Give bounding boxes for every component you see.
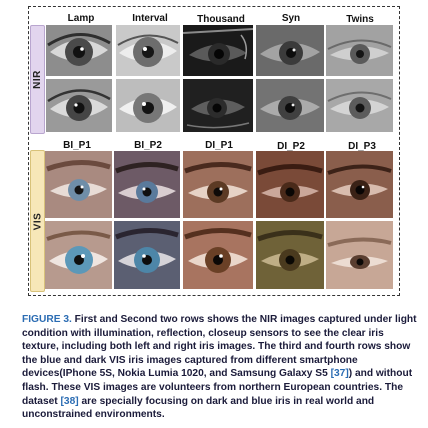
vis-header-di-p3: DI_P3 bbox=[348, 141, 376, 152]
nir-header-interval: Interval bbox=[132, 13, 168, 24]
nir-header-lamp: Lamp bbox=[67, 13, 95, 24]
nir-header-twins: Twins bbox=[346, 14, 374, 25]
nir-header-syn: Syn bbox=[281, 13, 301, 24]
vis-di-p2-eye-image-1 bbox=[256, 151, 324, 218]
nir-thousand-eye-image-2 bbox=[183, 79, 253, 132]
figure-frame bbox=[28, 6, 400, 296]
vis-di-p1-eye-image-2 bbox=[183, 221, 253, 289]
nir-syn-eye-image-1 bbox=[256, 25, 324, 76]
vis-header-bi-p1: BI_P1 bbox=[63, 140, 91, 151]
vis-di-p3-eye-image-2 bbox=[326, 221, 393, 289]
vis-header-di-p1: DI_P1 bbox=[205, 140, 233, 151]
nir-twins-eye-image-2 bbox=[326, 79, 393, 132]
vis-bi-p1-eye-image-1 bbox=[45, 151, 112, 218]
nir-interval-eye-image-1 bbox=[116, 25, 180, 76]
caption-text-1: First and Second two rows shows the NIR … bbox=[22, 314, 417, 380]
vis-di-p3-eye-image-1 bbox=[326, 151, 393, 218]
vis-row-label: VIS bbox=[30, 150, 45, 292]
nir-interval-eye-image-2 bbox=[116, 79, 180, 132]
vis-label-text: VIS bbox=[32, 212, 43, 230]
vis-di-p1-eye-image-1 bbox=[183, 151, 253, 218]
vis-bi-p2-eye-image-1 bbox=[114, 151, 180, 218]
nir-row-label: NIR bbox=[30, 25, 45, 134]
nir-thousand-eye-image-1 bbox=[183, 25, 253, 76]
reference-link-37[interactable]: [37] bbox=[330, 368, 349, 380]
nir-twins-eye-image-1 bbox=[326, 25, 393, 76]
figure-id: FIGURE 3. bbox=[22, 314, 72, 325]
vis-bi-p1-eye-image-2 bbox=[45, 221, 112, 289]
reference-link-38[interactable]: [38] bbox=[60, 395, 79, 407]
caption-text-2: ) and without flash. These VIS images ar… bbox=[22, 368, 413, 407]
figure-caption: FIGURE 3. First and Second two rows show… bbox=[22, 313, 418, 422]
nir-lamp-eye-image-2 bbox=[46, 79, 112, 132]
nir-lamp-eye-image-1 bbox=[46, 25, 112, 76]
nir-label-text: NIR bbox=[32, 70, 44, 89]
caption-text-3: are specially focusing on dark and blue … bbox=[22, 395, 375, 421]
vis-header-di-p2: DI_P2 bbox=[277, 141, 305, 152]
nir-syn-eye-image-2 bbox=[256, 79, 324, 132]
vis-bi-p2-eye-image-2 bbox=[114, 221, 180, 289]
vis-di-p2-eye-image-2 bbox=[256, 221, 324, 289]
nir-header-thousand: Thousand bbox=[197, 14, 245, 25]
vis-header-bi-p2: BI_P2 bbox=[134, 140, 162, 151]
